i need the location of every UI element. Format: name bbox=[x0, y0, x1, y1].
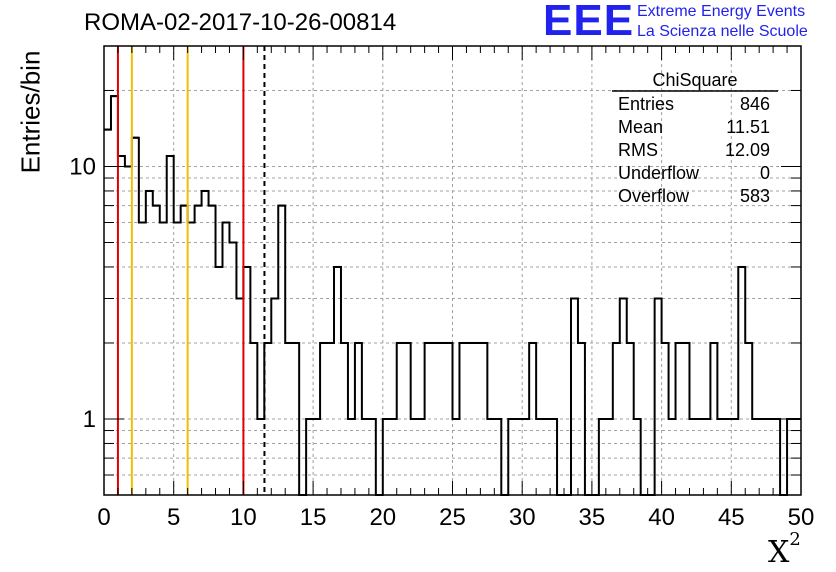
x-tick-label: 15 bbox=[300, 504, 327, 531]
chart-title: ROMA-02-2017-10-26-00814 bbox=[84, 9, 397, 36]
stats-box-label: Underflow bbox=[618, 163, 700, 183]
stats-box-value: 846 bbox=[740, 94, 770, 114]
x-tick-label: 10 bbox=[230, 504, 257, 531]
stats-box-label: Mean bbox=[618, 117, 663, 137]
x-tick-label: 45 bbox=[718, 504, 745, 531]
x-tick-label: 0 bbox=[97, 504, 110, 531]
stats-box-value: 12.09 bbox=[725, 140, 770, 160]
y-tick-label: 10 bbox=[69, 153, 96, 180]
stats-box-label: RMS bbox=[618, 140, 658, 160]
stats-box-value: 583 bbox=[740, 186, 770, 206]
stats-box-label: Entries bbox=[618, 94, 674, 114]
x-tick-label: 50 bbox=[788, 504, 815, 531]
x-axis-label-sup: 2 bbox=[789, 529, 801, 550]
x-tick-label: 25 bbox=[439, 504, 466, 531]
x-tick-label: 5 bbox=[167, 504, 180, 531]
x-tick-label: 20 bbox=[369, 504, 396, 531]
stats-box-value: 0 bbox=[760, 163, 770, 183]
x-tick-label: 40 bbox=[648, 504, 675, 531]
logo-line-2: La Scienza nelle Scuole bbox=[637, 23, 808, 40]
x-axis-label-base: X bbox=[768, 535, 790, 570]
x-tick-label: 35 bbox=[579, 504, 606, 531]
stats-box-title: ChiSquare bbox=[652, 70, 737, 90]
x-axis-label: X2 bbox=[768, 529, 801, 570]
y-tick-label: 1 bbox=[83, 406, 96, 433]
y-axis-label: Entries/bin bbox=[15, 50, 46, 174]
eee-logo: EEE bbox=[543, 0, 635, 45]
stats-box-value: 11.51 bbox=[726, 117, 770, 137]
x-tick-label: 30 bbox=[509, 504, 536, 531]
stats-box-label: Overflow bbox=[618, 186, 690, 206]
logo-line-1: Extreme Energy Events bbox=[637, 3, 806, 20]
